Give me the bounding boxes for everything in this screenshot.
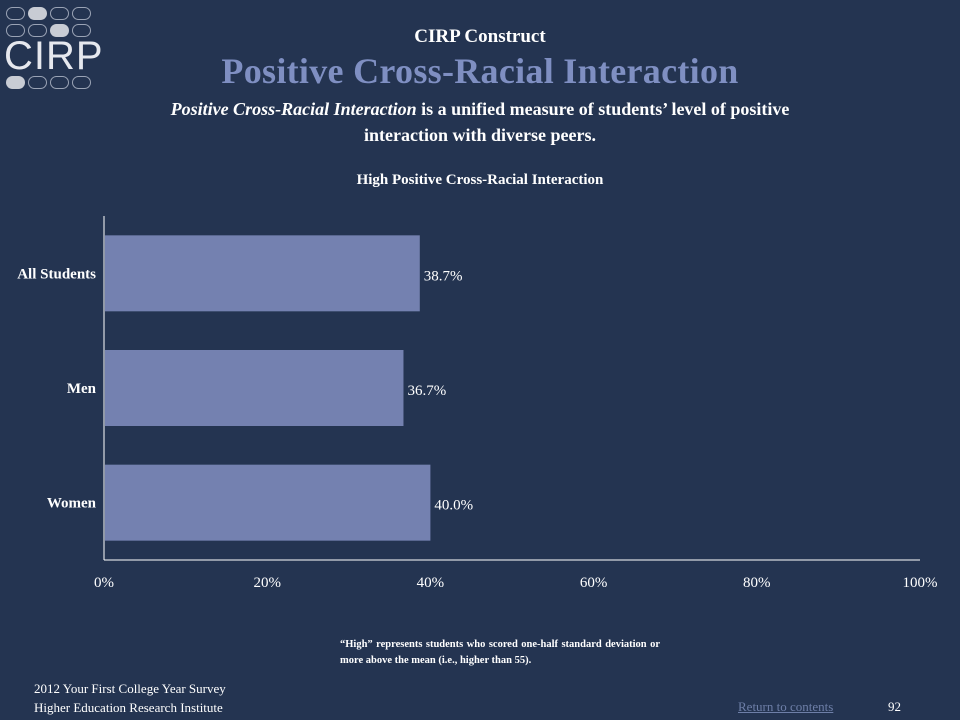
category-label: Men [67, 381, 97, 397]
construct-description: Positive Cross-Racial Interaction is a u… [130, 96, 830, 148]
x-tick-label: 80% [743, 575, 771, 591]
return-to-contents-link[interactable]: Return to contents [738, 699, 834, 714]
bar-chart: All Students 38.7% Men 36.7% Women 40.0% 0% 20%… [17, 216, 938, 591]
bar [105, 350, 404, 426]
footnote: “High” represents students who scored on… [340, 639, 660, 666]
x-tick-label: 0% [94, 575, 114, 591]
description-emphasis: Positive Cross-Racial Interaction [170, 99, 417, 119]
logo-text: CIRP [4, 34, 104, 78]
description-text: is a unified measure of students’ level … [364, 99, 790, 145]
bar [105, 235, 420, 312]
data-label: 40.0% [434, 498, 473, 514]
x-tick-label: 60% [580, 575, 608, 591]
chart-title: High Positive Cross-Racial Interaction [356, 172, 604, 188]
page-number: 92 [888, 699, 901, 714]
footer-survey: 2012 Your First College Year Survey [34, 681, 226, 696]
x-tick-label: 100% [903, 575, 938, 591]
footer-institute: Higher Education Research Institute [34, 700, 223, 715]
slide-title: Positive Cross-Racial Interaction [221, 51, 739, 91]
slide-subtitle: CIRP Construct [414, 26, 546, 47]
footer-source: 2012 Your First College Year Survey High… [34, 679, 226, 717]
x-tick-label: 40% [417, 575, 445, 591]
bar [105, 464, 431, 541]
category-label: Women [47, 496, 97, 512]
cirp-logo: CIRP [0, 0, 103, 96]
x-tick-label: 20% [253, 575, 281, 591]
category-label: All Students [17, 266, 96, 282]
data-label: 38.7% [424, 268, 463, 284]
data-label: 36.7% [407, 383, 446, 399]
